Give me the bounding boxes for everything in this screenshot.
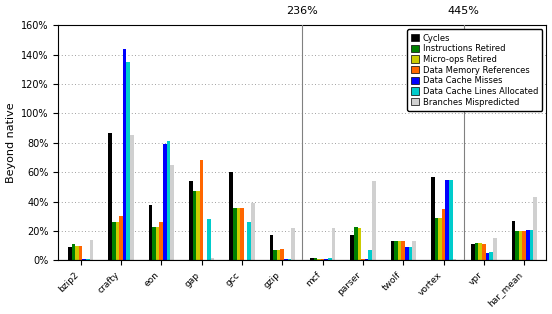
- Bar: [350, 236, 354, 260]
- Bar: [358, 228, 361, 260]
- Bar: [280, 249, 284, 260]
- Text: 236%: 236%: [286, 6, 319, 16]
- Bar: [321, 259, 325, 260]
- Text: 445%: 445%: [448, 6, 480, 16]
- Bar: [328, 257, 332, 260]
- Bar: [126, 62, 130, 260]
- Bar: [68, 247, 72, 260]
- Bar: [82, 259, 86, 260]
- Bar: [486, 253, 490, 260]
- Bar: [200, 160, 204, 260]
- Bar: [211, 257, 214, 260]
- Bar: [394, 241, 398, 260]
- Bar: [438, 218, 442, 260]
- Bar: [398, 241, 401, 260]
- Bar: [251, 203, 254, 260]
- Bar: [156, 227, 160, 260]
- Bar: [372, 181, 376, 260]
- Bar: [512, 221, 515, 260]
- Bar: [236, 208, 240, 260]
- Bar: [365, 259, 368, 260]
- Y-axis label: Beyond native: Beyond native: [6, 103, 15, 183]
- Bar: [123, 49, 126, 260]
- Bar: [526, 230, 530, 260]
- Bar: [273, 250, 277, 260]
- Bar: [493, 238, 497, 260]
- Bar: [108, 133, 112, 260]
- Bar: [408, 247, 412, 260]
- Bar: [522, 231, 526, 260]
- Bar: [317, 259, 321, 260]
- Bar: [148, 205, 152, 260]
- Bar: [207, 219, 211, 260]
- Bar: [115, 222, 119, 260]
- Bar: [79, 246, 82, 260]
- Bar: [519, 231, 522, 260]
- Bar: [515, 231, 519, 260]
- Bar: [442, 209, 445, 260]
- Bar: [284, 259, 288, 260]
- Bar: [72, 244, 75, 260]
- Bar: [171, 165, 174, 260]
- Bar: [449, 180, 453, 260]
- Bar: [160, 222, 163, 260]
- Bar: [86, 259, 90, 260]
- Bar: [167, 141, 171, 260]
- Bar: [490, 252, 493, 260]
- Bar: [325, 259, 328, 260]
- Legend: Cycles, Instructions Retired, Micro-ops Retired, Data Memory References, Data Ca: Cycles, Instructions Retired, Micro-ops …: [407, 30, 542, 111]
- Bar: [368, 250, 372, 260]
- Bar: [310, 257, 314, 260]
- Bar: [453, 259, 457, 260]
- Bar: [332, 228, 335, 260]
- Bar: [479, 243, 482, 260]
- Bar: [277, 250, 280, 260]
- Bar: [391, 241, 394, 260]
- Bar: [431, 177, 434, 260]
- Bar: [189, 181, 193, 260]
- Bar: [269, 236, 273, 260]
- Bar: [401, 241, 405, 260]
- Bar: [533, 197, 537, 260]
- Bar: [152, 227, 156, 260]
- Bar: [196, 191, 200, 260]
- Bar: [247, 222, 251, 260]
- Bar: [229, 172, 233, 260]
- Bar: [130, 135, 134, 260]
- Bar: [471, 244, 475, 260]
- Bar: [405, 247, 408, 260]
- Bar: [530, 230, 533, 260]
- Bar: [291, 228, 295, 260]
- Bar: [90, 240, 93, 260]
- Bar: [75, 246, 79, 260]
- Bar: [434, 218, 438, 260]
- Bar: [482, 244, 486, 260]
- Bar: [361, 259, 365, 260]
- Bar: [445, 180, 449, 260]
- Bar: [233, 208, 236, 260]
- Bar: [119, 216, 123, 260]
- Bar: [475, 243, 479, 260]
- Bar: [240, 208, 244, 260]
- Bar: [193, 191, 196, 260]
- Bar: [354, 227, 358, 260]
- Bar: [288, 259, 291, 260]
- Bar: [112, 222, 115, 260]
- Bar: [412, 241, 416, 260]
- Bar: [314, 257, 317, 260]
- Bar: [163, 144, 167, 260]
